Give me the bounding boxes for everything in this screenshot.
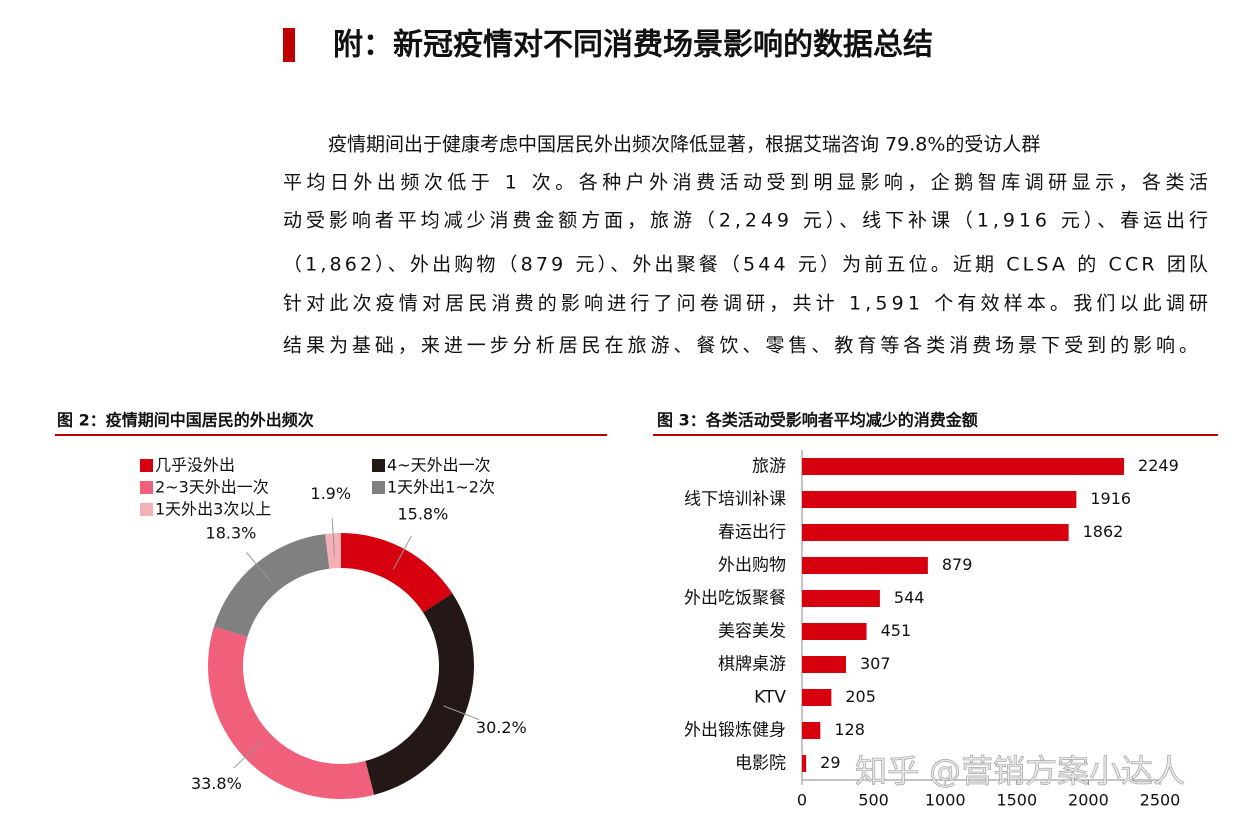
legend-label: 1天外出3次以上: [155, 500, 271, 519]
bar: [802, 590, 880, 607]
category-label: 美容美发: [718, 622, 786, 642]
x-tick-label: 500: [858, 791, 889, 810]
legend-label: 2~3天外出一次: [155, 478, 269, 497]
paragraph-line: （1,862）、外出购物（879 元）、外出聚餐（544 元）为前五位。近期 C…: [283, 254, 1208, 276]
value-label: 879: [942, 555, 973, 574]
chart-title: 图 2：疫情期间中国居民的外出频次: [57, 411, 314, 430]
paragraph-line: 平均日外出频次低于 1 次。各种户外消费活动受到明显影响，企鹅智库调研显示，各类…: [283, 172, 1208, 194]
bar: [802, 524, 1069, 541]
bar: [802, 557, 928, 574]
data-label: 18.3%: [206, 523, 257, 542]
paragraph-line: 结果为基础，来进一步分析居民在旅游、餐饮、零售、教育等各类消费场景下受到的影响。: [283, 335, 1198, 357]
x-tick-label: 1000: [925, 791, 966, 810]
x-tick-label: 1500: [996, 791, 1037, 810]
legend-swatch: [140, 459, 153, 472]
x-tick-label: 0: [797, 791, 807, 810]
value-label: 2249: [1138, 456, 1179, 475]
value-label: 205: [845, 687, 876, 706]
paragraph-line: 针对此次疫情对居民消费的影响进行了问卷调研，共计 1,591 个有效样本。我们以…: [283, 293, 1208, 315]
paragraph-line: 疫情期间出于健康考虑中国居民外出频次降低显著，根据艾瑞咨询 79.8%的受访人群: [328, 134, 1040, 156]
donut-segment: [214, 533, 330, 637]
category-label: 外出购物: [718, 556, 786, 576]
category-label: 外出吃饭聚餐: [684, 589, 786, 609]
bar: [802, 722, 821, 739]
category-label: KTV: [754, 688, 786, 708]
bar: [802, 623, 867, 640]
value-label: 307: [860, 654, 891, 673]
x-tick-label: 2500: [1140, 791, 1181, 810]
legend-swatch: [140, 481, 153, 494]
legend-swatch: [372, 481, 385, 494]
category-label: 旅游: [752, 457, 786, 477]
category-label: 电影院: [735, 754, 786, 774]
value-label: 1862: [1083, 522, 1124, 541]
x-tick-label: 2000: [1068, 791, 1109, 810]
bar: [802, 491, 1077, 508]
donut-segment: [365, 593, 475, 795]
bar: [802, 656, 846, 673]
data-label: 1.9%: [310, 484, 351, 503]
data-label: 30.2%: [476, 718, 527, 737]
donut-segment: [341, 533, 453, 613]
chart-title: 图 3：各类活动受影响者平均减少的消费金额: [657, 411, 978, 430]
category-label: 线下培训补课: [684, 490, 786, 510]
donut-segment: [208, 626, 375, 799]
legend-label: 几乎没外出: [155, 456, 235, 475]
category-label: 棋牌桌游: [718, 655, 786, 675]
leader-line: [331, 518, 335, 557]
value-label: 1916: [1090, 489, 1131, 508]
bar: [802, 458, 1125, 475]
value-label: 128: [834, 720, 865, 739]
watermark: 知乎 @营销方案小达人: [855, 752, 1185, 790]
legend-swatch: [372, 459, 385, 472]
value-label: 544: [894, 588, 925, 607]
leader-line: [443, 705, 480, 721]
leader-line: [233, 741, 262, 769]
page-title: 附：新冠疫情对不同消费场景影响的数据总结: [333, 28, 933, 63]
leader-line: [245, 551, 272, 582]
legend-label: 1天外出1~2次: [387, 478, 495, 497]
data-label: 15.8%: [397, 504, 448, 523]
donut-segment: [325, 533, 341, 569]
title-marker: [283, 28, 295, 62]
bar: [802, 755, 807, 772]
value-label: 29: [820, 753, 840, 772]
legend-label: 4~天外出一次: [387, 456, 491, 475]
bar: [802, 689, 832, 706]
category-label: 外出锻炼健身: [684, 721, 786, 741]
leader-line: [392, 535, 412, 570]
category-label: 春运出行: [718, 523, 786, 543]
paragraph-line: 动受影响者平均减少消费金额方面，旅游（2,249 元）、线下补课（1,916 元…: [283, 210, 1208, 232]
value-label: 451: [881, 621, 912, 640]
legend-swatch: [140, 503, 153, 516]
data-label: 33.8%: [191, 774, 242, 793]
